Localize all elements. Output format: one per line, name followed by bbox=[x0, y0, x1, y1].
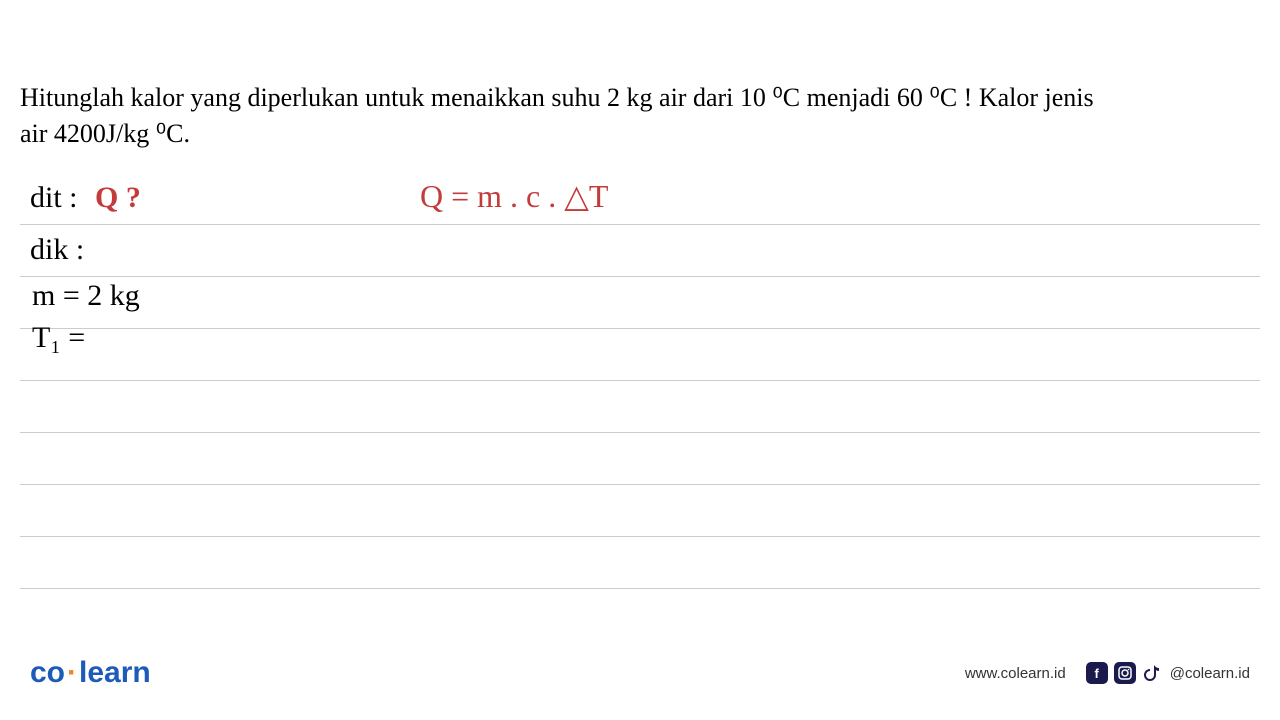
ruled-line bbox=[20, 537, 1260, 589]
dik-label: dik : bbox=[30, 233, 84, 267]
facebook-icon: f bbox=[1086, 662, 1108, 684]
ruled-line: m = 2 kg bbox=[20, 277, 1260, 329]
ruled-line: dit : Q ? Q = m . c . △T bbox=[20, 173, 1260, 225]
social-handle: @colearn.id bbox=[1170, 665, 1250, 682]
dit-label: dit : bbox=[30, 181, 78, 215]
instagram-icon bbox=[1114, 662, 1136, 684]
logo-co: co bbox=[30, 656, 65, 689]
colearn-logo: co·learn bbox=[30, 656, 151, 690]
website-url: www.colearn.id bbox=[965, 665, 1066, 682]
instagram-svg bbox=[1118, 666, 1132, 680]
ruled-line bbox=[20, 485, 1260, 537]
t1-label: T₁ = bbox=[32, 321, 85, 355]
ruled-line bbox=[20, 381, 1260, 433]
footer: co·learn www.colearn.id f @colearn.id bbox=[0, 656, 1280, 690]
tiktok-icon bbox=[1142, 663, 1160, 683]
ruled-line: T₁ = bbox=[20, 329, 1260, 381]
footer-right: www.colearn.id f @colearn.id bbox=[965, 662, 1250, 684]
ruled-line: dik : bbox=[20, 225, 1260, 277]
question-line2: air 4200J/kg ⁰C. bbox=[20, 119, 190, 148]
fb-letter: f bbox=[1095, 666, 1099, 681]
question-text: Hitunglah kalor yang diperlukan untuk me… bbox=[20, 80, 1260, 153]
ruled-line bbox=[20, 433, 1260, 485]
social-group: f @colearn.id bbox=[1086, 662, 1250, 684]
m-value: m = 2 kg bbox=[32, 279, 140, 313]
logo-learn: learn bbox=[79, 656, 151, 689]
question-line1: Hitunglah kalor yang diperlukan untuk me… bbox=[20, 83, 1094, 112]
lined-workspace: dit : Q ? Q = m . c . △T dik : m = 2 kg … bbox=[20, 173, 1260, 589]
dit-value: Q ? bbox=[95, 181, 141, 215]
formula-text: Q = m . c . △T bbox=[420, 177, 608, 215]
logo-dot: · bbox=[67, 656, 77, 689]
